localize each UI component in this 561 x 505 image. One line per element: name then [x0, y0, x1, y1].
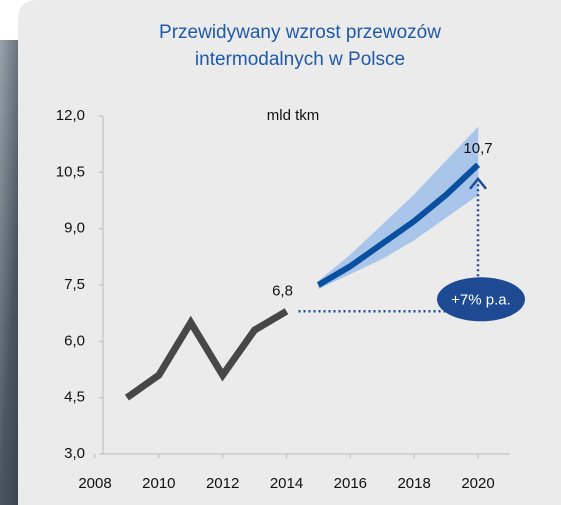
annotation: +7% p.a.: [451, 291, 511, 308]
y-tick-label: 4,5: [64, 389, 85, 406]
chart-title: Przewidywany wzrost przewozów: [159, 22, 441, 43]
x-tick-label: 2008: [78, 475, 111, 492]
page: {"chart_data": { "type": "line", "title"…: [0, 0, 561, 505]
x-tick-label: 2014: [270, 475, 303, 492]
y-tick-label: 3,0: [64, 445, 85, 462]
y-tick-label: 7,5: [64, 276, 85, 293]
x-tick-label: 2018: [397, 475, 430, 492]
chart: Przewidywany wzrost przewozów intermodal…: [0, 0, 561, 505]
chart-title: intermodalnych w Polsce: [195, 49, 405, 70]
x-tick-label: 2020: [461, 475, 494, 492]
y-tick-label: 9,0: [64, 220, 85, 237]
y-tick-label: 10,5: [56, 163, 85, 180]
x-tick-label: 2012: [206, 475, 239, 492]
y-tick-label: 6,0: [64, 332, 85, 349]
unit-label: mld tkm: [267, 107, 320, 124]
x-tick-label: 2010: [142, 475, 175, 492]
x-tick-label: 2016: [334, 475, 367, 492]
data-label: 10,7: [463, 140, 492, 157]
panel: [18, 0, 561, 505]
data-label: 6,8: [272, 282, 293, 299]
y-tick-label: 12,0: [56, 107, 85, 124]
